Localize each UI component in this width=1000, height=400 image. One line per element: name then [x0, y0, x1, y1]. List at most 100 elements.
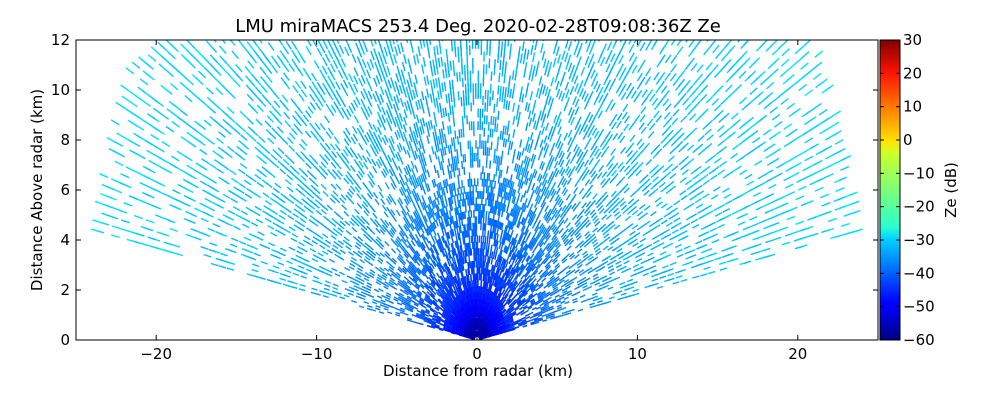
- radar-gate: [529, 132, 534, 141]
- radar-gate: [631, 150, 639, 158]
- radar-gate: [523, 271, 529, 277]
- radar-gate: [640, 106, 647, 115]
- radar-gate: [679, 177, 687, 184]
- radar-gate: [730, 112, 739, 120]
- radar-gate: [457, 302, 462, 309]
- radar-gate: [620, 146, 627, 155]
- radar-gate: [656, 217, 663, 223]
- radar-gate: [502, 177, 505, 186]
- radar-gate: [496, 136, 500, 146]
- radar-gate: [345, 174, 351, 182]
- radar-gate: [525, 298, 531, 303]
- radar-gate: [579, 88, 584, 97]
- radar-gate: [435, 78, 438, 88]
- radar-gate: [453, 283, 458, 290]
- radar-gate: [448, 258, 453, 266]
- radar-gate: [440, 292, 445, 299]
- radar-gate: [488, 173, 491, 182]
- radar-gate: [446, 165, 450, 174]
- radar-gate: [536, 291, 542, 296]
- radar-gate: [292, 85, 299, 94]
- radar-gate: [519, 194, 524, 203]
- radar-gate: [578, 187, 585, 195]
- radar-gate: [530, 139, 534, 148]
- radar-gate: [432, 278, 437, 285]
- radar-gate: [493, 280, 497, 287]
- radar-gate: [270, 55, 278, 65]
- radar-gate: [459, 40, 462, 50]
- radar-gate: [523, 190, 527, 198]
- radar-gate: [561, 71, 566, 82]
- radar-gate: [643, 220, 651, 226]
- radar-gate: [329, 63, 336, 73]
- radar-gate: [747, 70, 756, 79]
- radar-gate: [490, 71, 493, 81]
- radar-gate: [607, 286, 614, 290]
- radar-gate: [415, 101, 419, 111]
- radar-gate: [526, 82, 530, 92]
- radar-gate: [313, 60, 320, 70]
- radar-gate: [482, 254, 485, 262]
- radar-gate: [555, 213, 561, 221]
- radar-gate: [645, 182, 652, 189]
- radar-gate: [658, 72, 666, 81]
- radar-gate: [565, 193, 571, 201]
- radar-gate: [529, 283, 535, 288]
- radar-gate: [490, 141, 493, 151]
- radar-gate: [458, 199, 461, 208]
- radar-gate: [688, 40, 695, 48]
- radar-gate: [681, 155, 689, 163]
- radar-gate: [494, 240, 498, 248]
- radar-gate: [379, 93, 385, 103]
- radar-gate: [450, 264, 454, 271]
- radar-gate: [531, 214, 537, 221]
- radar-gate: [421, 268, 427, 275]
- radar-gate: [500, 223, 504, 231]
- radar-gate: [484, 281, 488, 289]
- radar-gate: [499, 85, 502, 96]
- radar-gate: [435, 281, 441, 288]
- radar-gate: [535, 286, 541, 292]
- radar-gate: [745, 116, 755, 124]
- radar-gate: [429, 60, 433, 71]
- radar-gate: [723, 58, 732, 68]
- radar-gate: [381, 224, 388, 231]
- radar-gate: [443, 279, 448, 286]
- radar-gate: [505, 247, 510, 255]
- radar-gate: [450, 229, 454, 237]
- radar-gate: [504, 246, 509, 254]
- radar-gate: [510, 237, 515, 244]
- radar-gate: [674, 222, 682, 228]
- radar-gate: [534, 40, 538, 51]
- radar-gate: [619, 281, 626, 286]
- radar-gate: [459, 238, 462, 246]
- radar-gate: [457, 91, 460, 101]
- radar-gate: [423, 256, 428, 263]
- radar-gate: [402, 124, 407, 133]
- radar-gate: [428, 276, 433, 283]
- radar-gate: [372, 212, 378, 219]
- radar-gate: [445, 293, 451, 299]
- radar-gate: [644, 76, 652, 85]
- radar-gate: [619, 165, 626, 173]
- radar-gate: [358, 40, 364, 50]
- radar-gate: [613, 197, 620, 204]
- radar-gate: [614, 276, 621, 281]
- radar-gate: [396, 144, 402, 153]
- radar-gate: [406, 211, 412, 219]
- radar-gate: [347, 81, 354, 91]
- radar-gate: [516, 251, 521, 258]
- radar-gate: [413, 123, 417, 132]
- radar-gate: [331, 40, 337, 48]
- radar-gate: [449, 125, 452, 134]
- radar-gate: [499, 256, 503, 264]
- radar-gate: [462, 283, 466, 290]
- radar-gate: [452, 248, 456, 256]
- radar-gate: [594, 220, 601, 227]
- radar-gate: [575, 221, 581, 228]
- radar-gate: [520, 232, 525, 239]
- radar-gate: [752, 191, 762, 198]
- radar-gate: [490, 308, 495, 314]
- radar-gate: [415, 121, 419, 131]
- radar-gate: [671, 229, 679, 234]
